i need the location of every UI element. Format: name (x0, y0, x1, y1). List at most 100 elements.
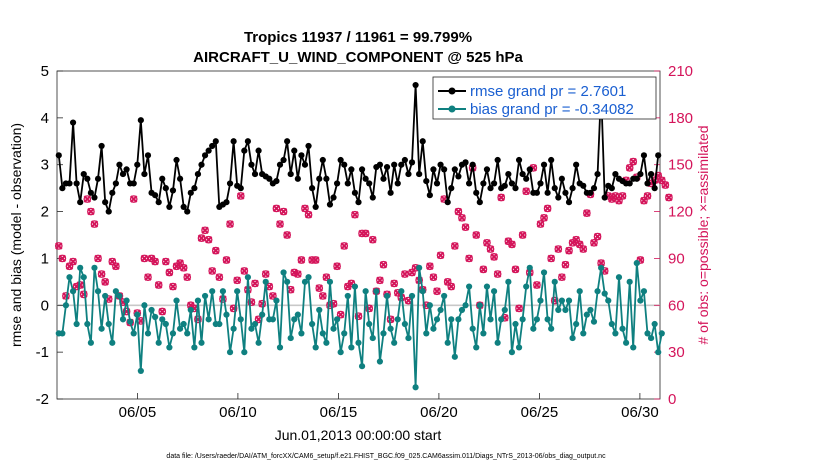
obs-assimilated-marker (201, 226, 209, 235)
obs-assimilated-marker (169, 282, 177, 291)
obs-possible-marker (261, 270, 270, 278)
rmse-point (383, 163, 391, 171)
rmse-point (640, 152, 648, 159)
obs-possible-marker (161, 257, 170, 266)
obs-assimilated-marker (561, 260, 570, 269)
obs-possible-marker (408, 268, 416, 277)
obs-possible-marker (436, 251, 445, 260)
obs-possible-marker (401, 270, 409, 278)
rmse-point (351, 189, 359, 196)
obs-assimilated-marker (597, 259, 605, 267)
y-tick-label-left: 2 (41, 204, 49, 221)
rmse-point (462, 159, 469, 166)
obs-assimilated-marker (458, 214, 466, 222)
data-file-footnote: data file: /Users/raeder/DAI/ATM_forcXX/… (166, 453, 606, 460)
bias-point (540, 269, 548, 276)
obs-assimilated-marker (165, 268, 174, 277)
obs-possible-marker (54, 242, 63, 250)
obs-possible-marker (236, 192, 245, 200)
obs-possible-marker (640, 196, 648, 205)
bias-point (166, 344, 173, 351)
bias-point (448, 316, 455, 323)
rmse-point (66, 180, 73, 187)
bias-point (237, 316, 244, 323)
obs-possible-marker (101, 278, 110, 286)
legend-box (432, 76, 657, 120)
bias-point (430, 325, 437, 332)
rmse-point (84, 175, 91, 182)
obs-assimilated-marker (183, 273, 191, 281)
rmse-point (644, 180, 651, 187)
obs-assimilated-marker (269, 292, 277, 300)
obs-possible-marker (215, 273, 224, 282)
obs-assimilated-marker (369, 235, 377, 244)
obs-assimilated-marker (426, 262, 434, 270)
rmse-point (162, 185, 169, 192)
bias-point (291, 316, 298, 323)
bias-point (494, 339, 501, 346)
rmse-point (134, 161, 141, 168)
obs-possible-marker (140, 254, 149, 263)
bias-point (191, 344, 198, 351)
bias-point (433, 316, 441, 323)
rmse-point (319, 156, 326, 164)
rmse-point (376, 161, 384, 168)
obs-assimilated-marker (276, 220, 284, 228)
x-tick-label: 06/25 (521, 404, 559, 421)
bias-point (91, 264, 98, 271)
obs-assimilated-marker (565, 246, 573, 255)
obs-possible-marker (461, 223, 470, 232)
rmse-point (312, 203, 319, 210)
obs-assimilated-marker (101, 278, 109, 286)
bias-point (490, 288, 498, 295)
bias-point (348, 344, 355, 351)
rmse-point (515, 156, 523, 164)
obs-possible-marker (222, 256, 231, 264)
rmse-point (540, 161, 548, 168)
bias-point (569, 334, 576, 342)
bias-point (312, 344, 319, 351)
bias-point (580, 330, 587, 337)
obs-possible-marker (318, 292, 327, 300)
rmse-point (437, 161, 444, 168)
rmse-point (141, 170, 148, 178)
rmse-point (112, 180, 119, 187)
rmse-point (412, 81, 419, 89)
obs-possible-marker (511, 265, 520, 274)
obs-assimilated-marker (518, 231, 527, 239)
rmse-point (330, 194, 337, 201)
rmse-point (573, 161, 580, 168)
obs-possible-marker (211, 246, 220, 255)
bias-point (587, 306, 594, 314)
obs-possible-marker (368, 235, 377, 244)
plot-area (56, 70, 661, 400)
y-tick-label-left: -2 (36, 391, 49, 408)
bias-point (458, 306, 466, 314)
obs-assimilated-marker (233, 276, 241, 285)
rmse-point (176, 175, 184, 182)
bias-point (148, 306, 155, 314)
obs-possible-marker (590, 238, 598, 247)
y-tick-label-left: 4 (41, 110, 49, 127)
legend: rmse grand pr = 2.7601 bias grand pr = -… (432, 76, 657, 120)
obs-possible-marker (351, 210, 359, 219)
bias-point (362, 288, 369, 295)
obs-assimilated-marker (540, 214, 548, 222)
bias-point (259, 311, 266, 318)
y-tick-label-left: 5 (41, 63, 49, 80)
bias-point (141, 302, 148, 309)
obs-possible-marker (429, 273, 438, 282)
rmse-point (323, 175, 330, 182)
rmse-point (184, 208, 191, 215)
obs-assimilated-marker (554, 245, 563, 253)
obs-possible-marker (333, 262, 341, 271)
obs-possible-marker (486, 245, 495, 253)
obs-assimilated-marker (533, 281, 541, 289)
rmse-point (166, 203, 173, 210)
obs-possible-marker (643, 192, 652, 200)
rmse-point (287, 170, 294, 178)
obs-possible-marker (183, 273, 192, 282)
rmse-point (198, 161, 205, 168)
obs-possible-marker (293, 270, 302, 278)
